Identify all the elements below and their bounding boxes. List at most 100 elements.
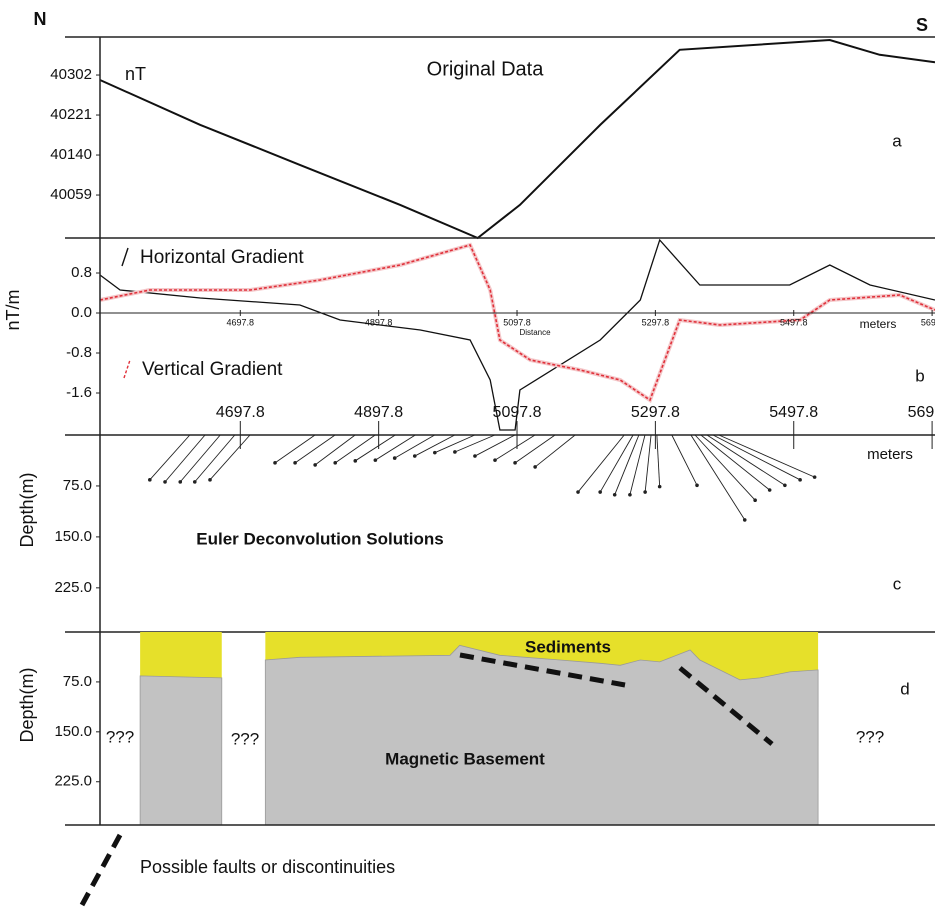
solution-stick: [691, 435, 745, 520]
panel-2: 75.0150.0225.04697.84897.85097.85297.854…: [17, 404, 935, 632]
page: {"header": {"north": "N", "south": "S"},…: [0, 0, 935, 911]
euler-solution: [374, 458, 378, 462]
legend-label: Vertical Gradient: [142, 359, 283, 380]
y-tick-label: 150.0: [54, 528, 92, 545]
south-label: S: [916, 15, 928, 35]
annotation: Sediments: [525, 637, 611, 656]
euler-solution: [413, 454, 417, 458]
x-tick-label: 5497.8: [769, 404, 818, 421]
euler-solution: [813, 475, 817, 479]
x-tick-label: 5097.8: [493, 404, 542, 421]
panel-title: Euler Deconvolution Solutions: [196, 529, 443, 548]
y-axis-label: nT: [125, 64, 146, 84]
euler-solution: [393, 456, 397, 460]
y-tick-label: 40221: [50, 106, 92, 123]
panel-letter: d: [900, 679, 909, 698]
euler-solution: [493, 458, 497, 462]
euler-solution: [273, 461, 277, 465]
x-tick-label: 4697.8: [216, 404, 265, 421]
euler-solution: [533, 465, 537, 469]
figure: N S 40059401404022140302nTOriginal Dataa…: [0, 0, 935, 911]
x-unit-label: meters: [860, 317, 897, 331]
y-axis-label: nT/m: [3, 289, 23, 330]
legend-note: Possible faults or discontinuities: [140, 857, 395, 877]
euler-solution: [313, 463, 317, 467]
y-tick-label: 225.0: [54, 773, 92, 790]
solution-stick: [672, 435, 697, 485]
y-axis-label: Depth(m): [17, 472, 37, 547]
legend-swatch: [122, 248, 128, 266]
y-tick-label: -1.6: [66, 384, 92, 401]
annotation: ???: [106, 727, 134, 746]
legend-swatch: [124, 360, 130, 378]
y-tick-label: 150.0: [54, 723, 92, 740]
solution-stick: [615, 435, 639, 495]
euler-solution: [293, 461, 297, 465]
solution-stick: [435, 435, 475, 453]
legend-label: Horizontal Gradient: [140, 247, 304, 268]
solution-stick: [713, 435, 800, 480]
euler-solution: [163, 480, 167, 484]
x-axis-label: Distance: [519, 328, 551, 337]
euler-solution: [513, 461, 517, 465]
euler-solution: [783, 483, 787, 487]
annotation: ???: [231, 729, 259, 748]
euler-solution: [473, 454, 477, 458]
solution-stick: [295, 435, 335, 463]
x-tick-label: 5297.8: [631, 404, 680, 421]
euler-solution: [598, 490, 602, 494]
x-tick-label: 5697.: [921, 317, 935, 327]
solution-stick: [695, 435, 755, 500]
solution-stick: [645, 435, 651, 492]
solution-stick: [495, 435, 535, 460]
euler-solution: [333, 461, 337, 465]
euler-solution: [453, 450, 457, 454]
solution-stick: [578, 435, 624, 492]
euler-solution: [753, 498, 757, 502]
euler-solution: [193, 480, 197, 484]
euler-solution: [353, 459, 357, 463]
solution-stick: [355, 435, 395, 461]
legend-fault-symbol: [82, 835, 120, 905]
x-tick-label: 4897.8: [365, 317, 393, 327]
euler-solution: [743, 518, 747, 522]
euler-solution: [768, 488, 772, 492]
x-tick-label: 5697.8: [908, 404, 935, 421]
panel-letter: b: [915, 366, 924, 385]
x-unit-label: meters: [867, 446, 913, 463]
euler-solution: [178, 480, 182, 484]
y-tick-label: 0.0: [71, 304, 92, 321]
x-tick-label: 5097.8: [503, 317, 531, 327]
panel-3: 75.0150.0225.0Depth(m)dSedimentsMagnetic…: [17, 632, 910, 825]
y-tick-label: -0.8: [66, 344, 92, 361]
euler-solution: [643, 490, 647, 494]
y-tick-label: 75.0: [63, 477, 92, 494]
euler-solution: [613, 493, 617, 497]
series-line: [100, 240, 935, 430]
solution-stick: [600, 435, 633, 492]
euler-solution: [433, 451, 437, 455]
y-tick-label: 40302: [50, 66, 92, 83]
panel-letter: a: [892, 131, 902, 150]
solution-stick: [701, 435, 770, 490]
panel-letter: c: [893, 574, 902, 593]
x-tick-label: 5297.8: [642, 317, 670, 327]
solution-stick: [630, 435, 645, 495]
annotation: Magnetic Basement: [385, 749, 545, 768]
y-tick-label: 40059: [50, 186, 92, 203]
solution-stick: [475, 435, 515, 456]
annotation: ???: [856, 727, 884, 746]
euler-solution: [576, 490, 580, 494]
euler-solution: [798, 478, 802, 482]
x-tick-label: 4697.8: [227, 317, 255, 327]
y-tick-label: 0.8: [71, 264, 92, 281]
y-tick-label: 75.0: [63, 673, 92, 690]
panel-title: Original Data: [427, 58, 545, 80]
solution-stick: [657, 435, 660, 487]
solution-stick: [455, 435, 495, 452]
solution-stick: [275, 435, 315, 463]
solution-stick: [335, 435, 375, 463]
euler-solution: [695, 483, 699, 487]
euler-solution: [208, 478, 212, 482]
